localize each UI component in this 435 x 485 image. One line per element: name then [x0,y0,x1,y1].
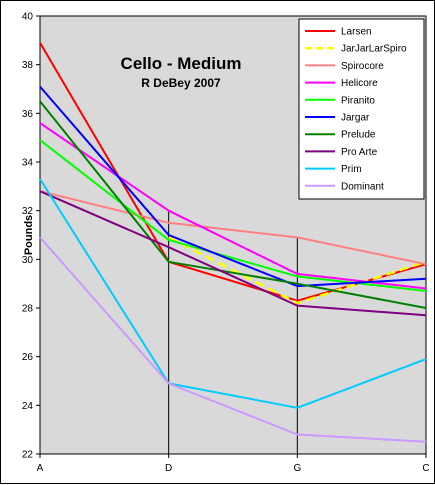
series-line-jargar [39,85,427,288]
y-tick-label: 24 [22,401,34,412]
legend-label: Prelude [341,130,376,141]
y-tick-label: 30 [22,255,34,266]
series-line-spirocore [39,190,427,266]
y-tick-label: 22 [22,450,34,461]
x-tick-label: C [422,463,429,474]
x-tick-label: D [165,463,172,474]
y-tick-label: 36 [22,109,34,120]
legend-label: Larsen [341,27,372,38]
chart-title: Cello - Medium [121,54,242,73]
series-lines [39,42,427,443]
legend-label: Piranito [341,95,375,106]
legend-label: Spirocore [341,61,384,72]
y-axis-label: Pounds [23,215,35,255]
y-tick-label: 40 [22,12,34,23]
x-tick-label: G [293,463,301,474]
legend-label: Jargar [341,113,370,124]
series-line-prim [39,178,427,409]
series-line-helicore [39,122,427,290]
chart-subtitle: R DeBey 2007 [141,76,221,90]
legend: Larsen JarJarLarSpiro Spirocore Helicore Pir… [298,18,425,200]
y-axis: 22 24 26 28 30 32 34 36 38 40 [22,12,40,461]
y-tick-label: 32 [22,206,34,217]
series-line-jarjarlarspiro [168,236,427,305]
y-tick-label: 34 [22,158,34,169]
y-tick-label: 38 [22,60,34,71]
series-line-prelude [39,100,427,309]
legend-label: Dominant [341,181,384,192]
legend-label: Prim [341,164,362,175]
legend-label: Helicore [341,78,378,89]
x-tick-label: A [37,463,44,474]
series-line-piranito [39,139,427,292]
y-tick-label: 26 [22,352,34,363]
series-line-pro-arte [39,190,427,317]
legend-label: Pro Arte [341,147,378,158]
legend-label: JarJarLarSpiro [341,44,407,55]
series-line-dominant [39,236,427,443]
y-tick-label: 28 [22,304,34,315]
